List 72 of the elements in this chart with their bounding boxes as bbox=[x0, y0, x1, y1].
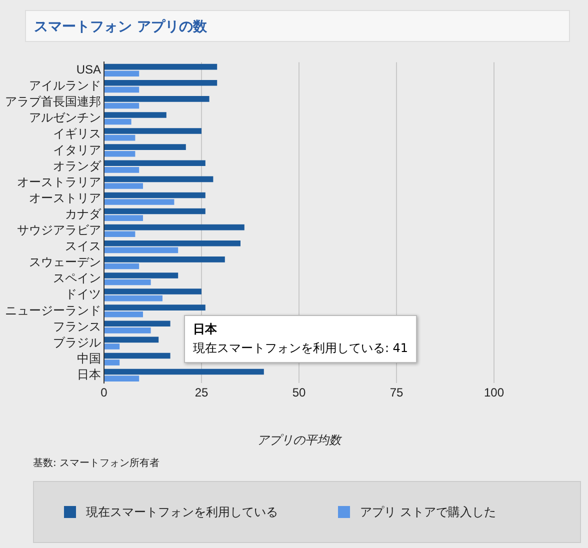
bar bbox=[104, 304, 206, 310]
bar bbox=[104, 376, 140, 382]
bar bbox=[104, 208, 206, 214]
bar bbox=[104, 96, 210, 102]
bar bbox=[104, 224, 244, 230]
y-tick-label: アラブ首長国連邦 bbox=[5, 94, 101, 109]
y-tick-label: ブラジル bbox=[53, 335, 101, 350]
bar bbox=[104, 272, 178, 278]
bar bbox=[104, 288, 202, 294]
y-tick-label: フランス bbox=[53, 319, 101, 334]
bar bbox=[104, 328, 151, 334]
bar bbox=[104, 360, 120, 366]
text: 基数: スマートフォン所有者 bbox=[33, 456, 160, 470]
bar bbox=[104, 311, 143, 318]
bar bbox=[104, 64, 218, 70]
bar bbox=[104, 86, 140, 93]
bar bbox=[104, 144, 186, 150]
bar bbox=[104, 256, 225, 262]
bar bbox=[104, 240, 240, 246]
x-tick-label: 25 bbox=[194, 386, 208, 400]
y-tick-label: イタリア bbox=[53, 142, 101, 157]
bar bbox=[104, 192, 206, 198]
y-tick-label: スペイン bbox=[53, 271, 101, 286]
y-tick-label: 中国 bbox=[77, 351, 101, 366]
bar bbox=[104, 279, 151, 286]
x-tick-label: 75 bbox=[390, 386, 404, 400]
annotation: 現在スマートフォンを利用している: 41 bbox=[192, 340, 408, 358]
bar bbox=[104, 320, 170, 327]
y-tick-label: サウジアラビア bbox=[17, 223, 101, 238]
bar bbox=[104, 134, 136, 141]
bar bbox=[104, 118, 132, 125]
bar bbox=[104, 102, 140, 109]
y-tick-label: ニュージーランド bbox=[5, 303, 101, 318]
bar bbox=[104, 344, 120, 350]
bar bbox=[104, 352, 170, 359]
bar bbox=[104, 167, 140, 173]
y-tick-label: カナダ bbox=[65, 206, 102, 221]
x-tick-label: 0 bbox=[100, 386, 108, 400]
bar bbox=[104, 263, 140, 270]
y-tick-label: オーストリア bbox=[29, 190, 101, 205]
y-tick-label: USA bbox=[76, 62, 101, 77]
y-tick-label: アイルランド bbox=[29, 78, 101, 93]
bar bbox=[104, 368, 264, 375]
bar bbox=[104, 183, 143, 189]
x-tick-label: 50 bbox=[292, 386, 306, 400]
bar bbox=[104, 336, 159, 343]
bar bbox=[104, 176, 214, 182]
y-tick-label: アルゼンチン bbox=[29, 110, 101, 125]
y-tick-label: イギリス bbox=[53, 126, 101, 141]
bar bbox=[104, 70, 140, 77]
bar bbox=[104, 160, 206, 166]
bar bbox=[104, 247, 178, 254]
bar bbox=[104, 80, 218, 86]
y-tick-label: オランダ bbox=[53, 158, 102, 173]
y-tick-label: 日本 bbox=[77, 367, 101, 382]
bar bbox=[104, 295, 162, 302]
x-tick-label: 100 bbox=[484, 386, 504, 400]
bar bbox=[104, 231, 136, 238]
bar bbox=[104, 199, 174, 205]
bar bbox=[104, 150, 136, 157]
category-label: 日本 bbox=[192, 322, 217, 336]
bar bbox=[104, 215, 143, 221]
legend-label: 現在スマートフォンを利用している bbox=[86, 504, 278, 520]
y-tick-label: スウェーデン bbox=[29, 255, 101, 270]
bar bbox=[104, 112, 166, 118]
y-tick-label: ドイツ bbox=[65, 287, 101, 302]
bar bbox=[104, 128, 202, 134]
y-tick-label: オーストラリア bbox=[17, 174, 101, 189]
x-axis-title: アプリの平均数 bbox=[257, 433, 343, 448]
y-tick-label: スイス bbox=[65, 239, 101, 254]
legend-label: アプリ ストアで購入した bbox=[360, 504, 496, 520]
chart-title: スマートフォン アプリの数 bbox=[25, 10, 570, 42]
